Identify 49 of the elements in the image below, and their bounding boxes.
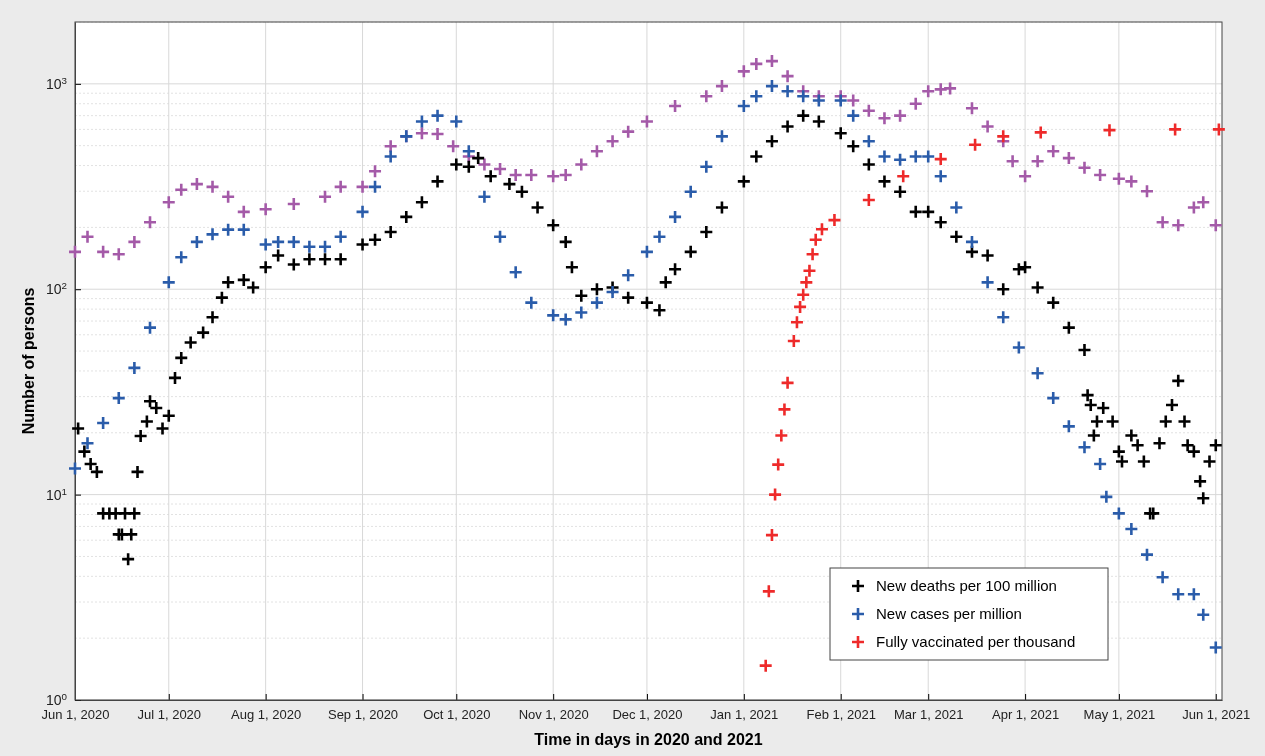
point <box>808 232 824 248</box>
y-tick-label: 10$^{1}$ <box>45 485 67 503</box>
x-tick-label: Aug 1, 2020 <box>231 707 302 723</box>
x-tick-label: Nov 1, 2020 <box>518 707 589 723</box>
point <box>799 275 814 290</box>
point <box>933 151 949 167</box>
point <box>827 212 842 228</box>
point <box>861 192 877 208</box>
x-tick-label: Jan 1, 2021 <box>710 707 779 723</box>
point <box>786 333 802 349</box>
x-tick-label: Jun 1, 2020 <box>41 707 110 723</box>
x-tick-label: Oct 1, 2020 <box>423 707 491 723</box>
point <box>1033 125 1049 140</box>
point <box>1211 122 1227 137</box>
point <box>764 527 780 543</box>
point <box>761 584 777 599</box>
point <box>792 299 808 315</box>
point <box>777 402 792 417</box>
x-tick-label: Apr 1, 2021 <box>991 707 1060 723</box>
point <box>805 246 820 262</box>
y-tick-label: 10$^{2}$ <box>45 279 67 298</box>
x-tick-label: Feb 1, 2021 <box>806 707 876 723</box>
point <box>814 221 830 237</box>
point <box>789 315 805 330</box>
point <box>967 137 983 153</box>
legend-label: Fully vaccinated per thousand <box>876 633 1076 650</box>
point <box>780 375 795 391</box>
legend-label: New cases per million <box>876 605 1022 622</box>
point <box>1102 122 1117 138</box>
x-tick-label: May 1, 2021 <box>1083 707 1156 723</box>
point <box>767 487 783 502</box>
point <box>895 168 911 184</box>
point <box>802 263 817 279</box>
y-tick-label: 10$^{3}$ <box>45 74 68 92</box>
y-tick-label: 10$^{0}$ <box>45 690 68 708</box>
point <box>770 457 786 472</box>
x-tick-label: Mar 1, 2021 <box>894 707 964 723</box>
point <box>995 129 1011 144</box>
x-tick-label: Sep 1, 2020 <box>327 707 399 723</box>
x-tick-label: Jun 1, 2021 <box>1182 707 1251 723</box>
point <box>774 428 789 443</box>
point <box>1167 122 1183 137</box>
legend-label: New deaths per 100 million <box>876 577 1057 594</box>
point <box>758 658 773 673</box>
point <box>795 287 811 303</box>
x-tick-label: Dec 1, 2020 <box>612 707 683 723</box>
y-axis-title: Number of persons <box>20 287 37 435</box>
x-axis-title: Time in days in 2020 and 2021 <box>534 731 763 748</box>
x-tick-label: Jul 1, 2020 <box>137 707 202 723</box>
